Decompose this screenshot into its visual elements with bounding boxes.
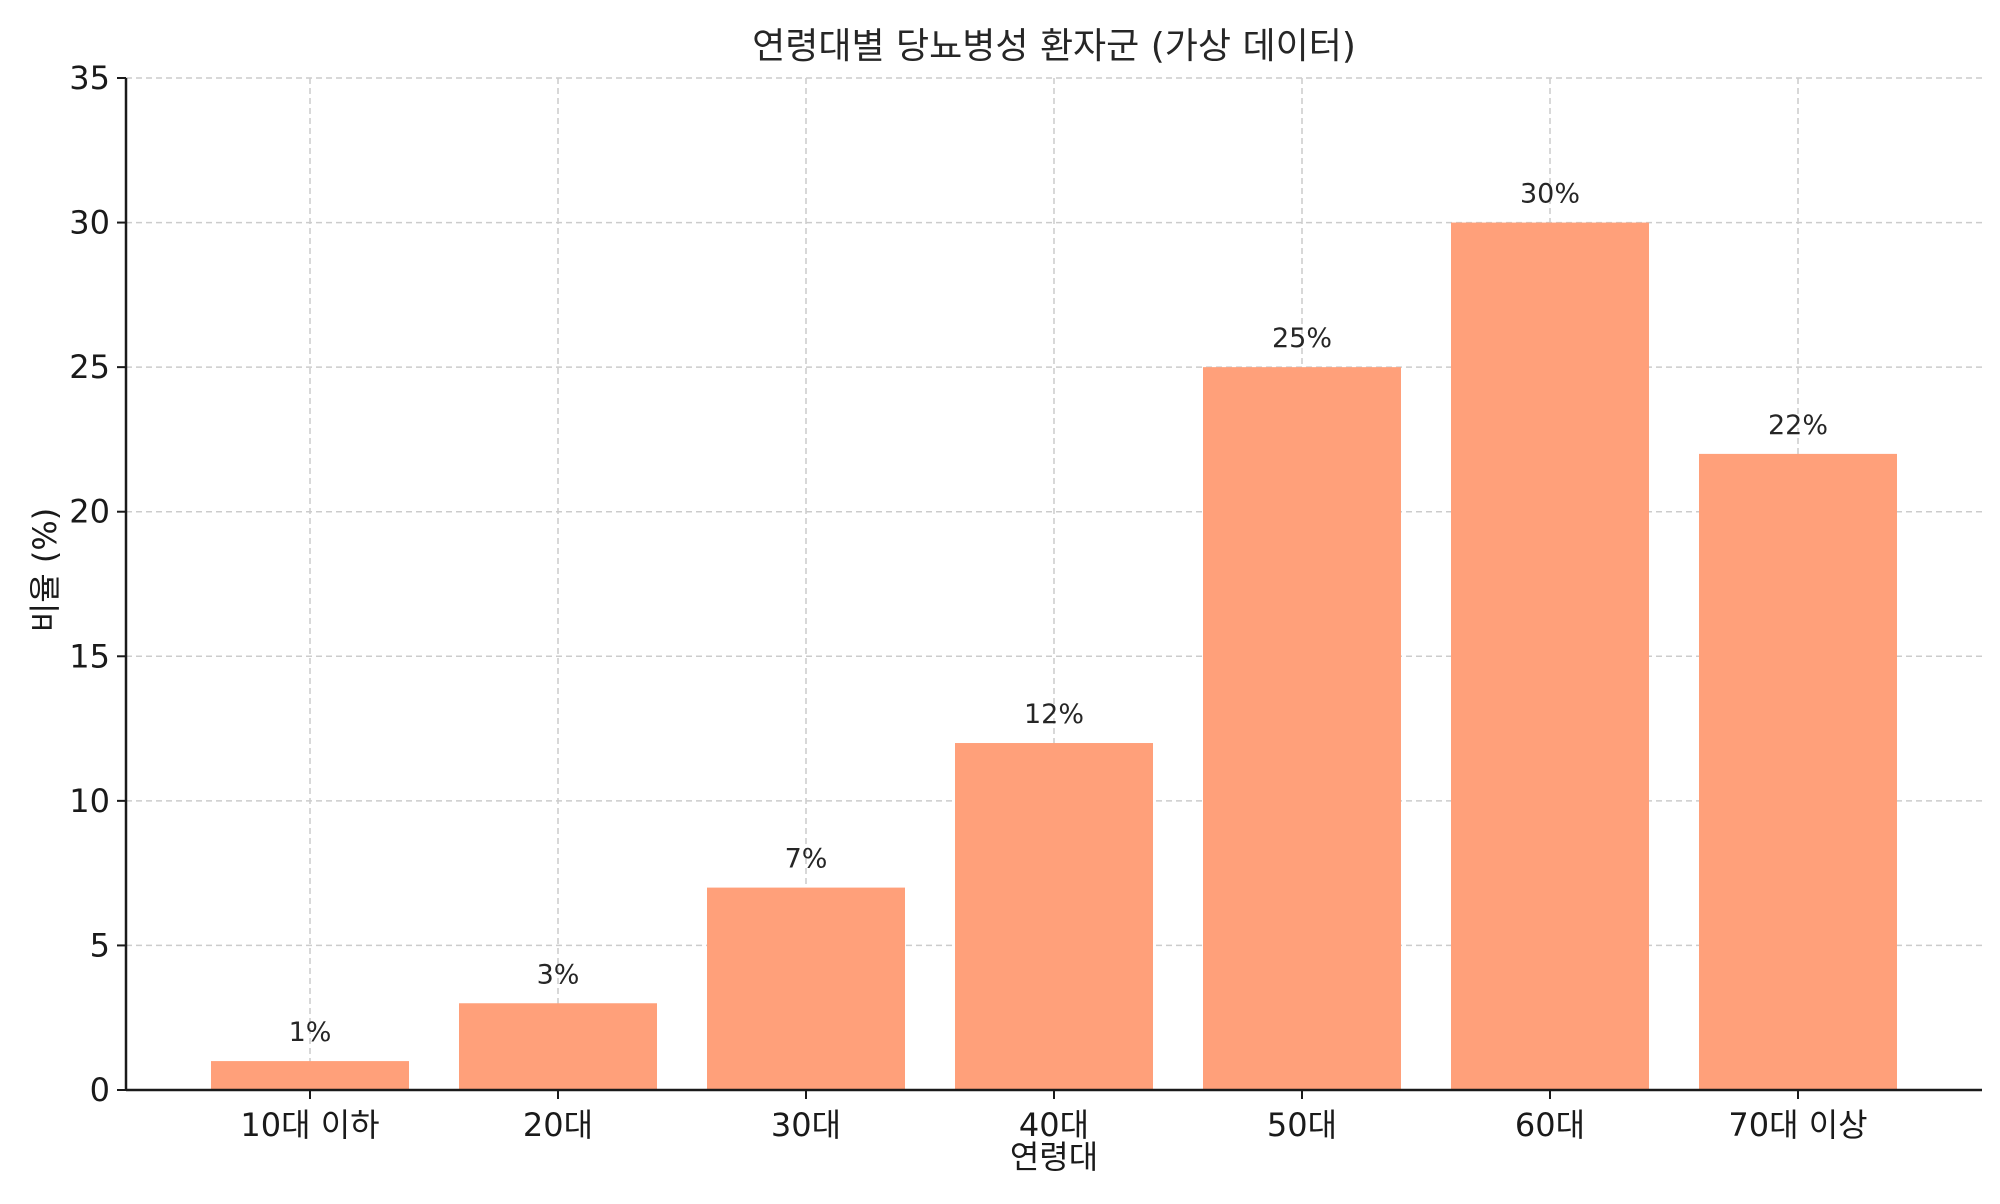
y-tick-label: 5 — [90, 926, 110, 964]
bar — [1451, 222, 1649, 1091]
y-tick-label: 10 — [69, 782, 110, 820]
x-tick-label: 60대 — [1515, 1106, 1585, 1144]
x-tick-label: 40대 — [1019, 1106, 1089, 1144]
bar — [1203, 367, 1401, 1091]
data-label: 22% — [1768, 410, 1828, 441]
data-label: 3% — [537, 959, 580, 990]
x-axis-label: 연령대 — [1010, 1138, 1098, 1176]
x-tick-label: 50대 — [1267, 1106, 1337, 1144]
data-label: 12% — [1024, 699, 1084, 730]
bar — [1699, 453, 1897, 1090]
bar — [211, 1061, 409, 1090]
bars — [211, 222, 1897, 1091]
data-label: 25% — [1272, 323, 1332, 354]
x-tick-label: 20대 — [523, 1106, 593, 1144]
bar — [955, 743, 1153, 1090]
y-tick-label: 20 — [69, 493, 110, 531]
bar — [707, 887, 905, 1090]
y-tick-label: 0 — [90, 1071, 110, 1109]
tick-labels: 0 5 10 15 20 25 30 35 10대 이하 20대 30대 40대 50대 60대 70대 이… — [69, 59, 1867, 1144]
data-labels: 1% 3% 7% 12% 25% 30% 22% — [289, 179, 1828, 1049]
axes — [117, 77, 1982, 1099]
y-tick-label: 30 — [69, 204, 110, 242]
y-tick-label: 15 — [69, 637, 110, 675]
chart-title: 연령대별 당뇨병성 환자군 (가상 데이터) — [752, 26, 1356, 67]
x-tick-label: 10대 이하 — [240, 1106, 379, 1144]
y-tick-label: 25 — [69, 348, 110, 386]
data-label: 7% — [785, 844, 828, 875]
x-tick-label: 70대 이상 — [1728, 1106, 1867, 1144]
y-tick-label: 35 — [69, 59, 110, 97]
y-axis-label: 비율 (%) — [26, 508, 64, 632]
x-tick-label: 30대 — [771, 1106, 841, 1144]
data-label: 1% — [289, 1017, 332, 1048]
bar — [459, 1003, 657, 1090]
data-label: 30% — [1520, 179, 1580, 210]
